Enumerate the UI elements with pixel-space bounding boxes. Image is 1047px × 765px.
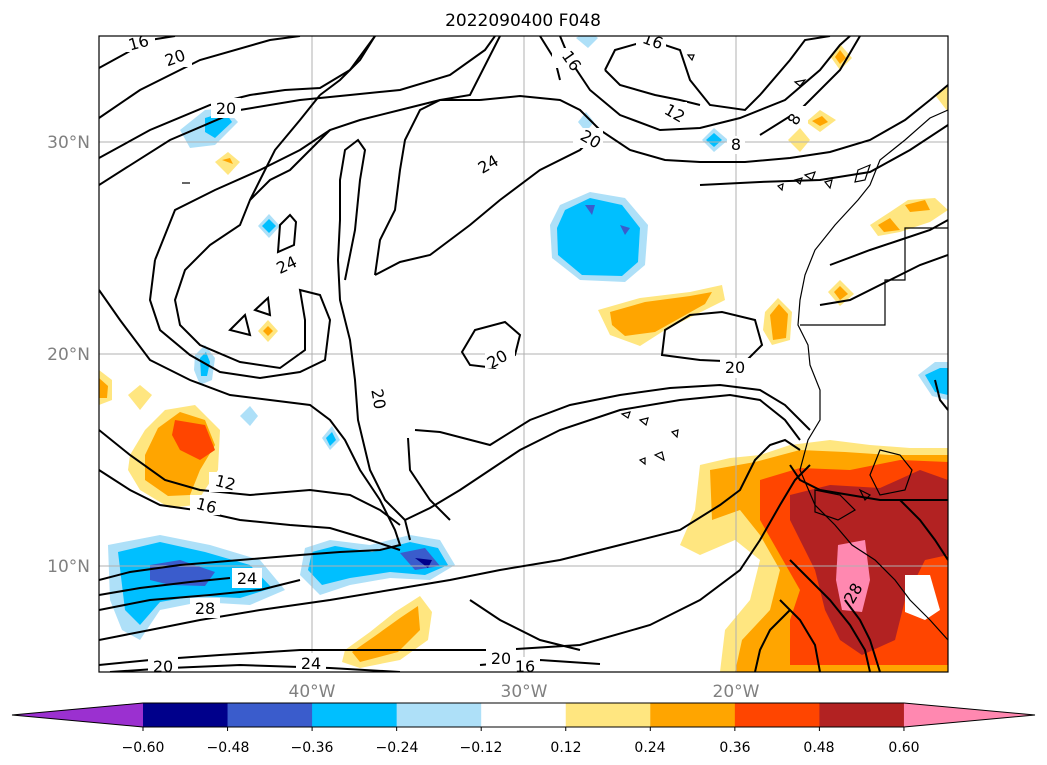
colorbar-tick-label: 0.48 bbox=[803, 740, 834, 756]
latitude-labels: 30°N 20°N 10°N bbox=[47, 133, 90, 577]
contour-label: 20 bbox=[216, 99, 236, 118]
colorbar-tick-label: 0.36 bbox=[719, 740, 750, 756]
negative-anomaly-core bbox=[557, 198, 640, 276]
colorbar-tick-label: 0.24 bbox=[634, 740, 665, 756]
colorbar-bin bbox=[481, 703, 567, 727]
contour-label: 24 bbox=[237, 569, 257, 588]
colorbar-bin bbox=[650, 703, 736, 727]
contour-label: 28 bbox=[195, 599, 215, 618]
lat-label: 30°N bbox=[47, 133, 90, 153]
colorbar-tick-label: 0.12 bbox=[550, 740, 581, 756]
colorbar-bin bbox=[819, 703, 905, 727]
longitude-labels: 40°W 30°W 20°W bbox=[289, 682, 760, 702]
contour-label-group: 16 20 20 16 16 12 8 8 20 24 24 20 20 bbox=[125, 31, 867, 676]
map-title: 2022090400 F048 bbox=[445, 11, 601, 31]
lat-label: 20°N bbox=[47, 345, 90, 365]
coastlines bbox=[182, 54, 948, 641]
map-area: 16 20 20 16 16 12 8 8 20 24 24 20 20 bbox=[99, 31, 948, 676]
colorbar-tick-label: −0.48 bbox=[207, 740, 250, 756]
contour-label: 16 bbox=[126, 31, 151, 55]
contour-lines bbox=[99, 36, 948, 672]
lon-label: 30°W bbox=[501, 682, 548, 702]
colorbar-bin bbox=[227, 703, 313, 727]
colorbar-tick-label: −0.12 bbox=[460, 740, 503, 756]
contour-label: 16 bbox=[515, 657, 535, 676]
contour-label: 20 bbox=[491, 649, 511, 668]
lon-label: 20°W bbox=[713, 682, 760, 702]
colorbar-extension-min bbox=[12, 703, 143, 727]
contour-label: 20 bbox=[367, 387, 389, 410]
colorbar-tick-label: −0.60 bbox=[122, 740, 165, 756]
shaded-field bbox=[99, 36, 948, 672]
colorbar-extension-max bbox=[903, 703, 1035, 727]
contour-label: 16 bbox=[194, 494, 219, 518]
contour-label: 12 bbox=[213, 471, 238, 495]
colorbar-ticks: −0.60 −0.48 −0.36 −0.24 −0.12 0.12 0.24 … bbox=[122, 740, 920, 756]
lon-label: 40°W bbox=[289, 682, 336, 702]
contour-label: 24 bbox=[301, 654, 321, 673]
colorbar-bin bbox=[312, 703, 398, 727]
contour-label: 20 bbox=[153, 657, 173, 676]
colorbar bbox=[11, 702, 1036, 731]
map-frame bbox=[98, 35, 949, 673]
colorbar-tick-label: 0.60 bbox=[888, 740, 919, 756]
colorbar-bin bbox=[396, 703, 482, 727]
colorbar-tick-label: −0.36 bbox=[291, 740, 334, 756]
colorbar-bin bbox=[734, 703, 820, 727]
colorbar-bin bbox=[143, 703, 229, 727]
colorbar-tick-label: −0.24 bbox=[376, 740, 419, 756]
lat-label: 10°N bbox=[47, 557, 90, 577]
colorbar-bin bbox=[565, 703, 651, 727]
contour-label: 20 bbox=[725, 358, 745, 377]
contour-label: 8 bbox=[731, 135, 741, 154]
